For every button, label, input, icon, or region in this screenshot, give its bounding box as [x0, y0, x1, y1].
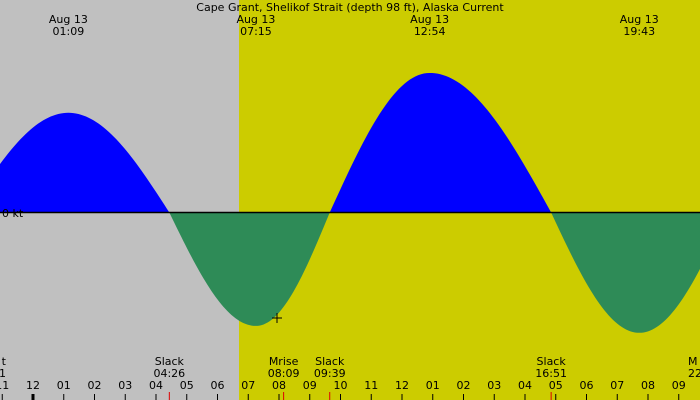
current-lobe — [551, 212, 700, 333]
x-tick-label: 04 — [149, 379, 163, 392]
x-tick-label: 11 — [364, 379, 378, 392]
current-lobe — [0, 112, 170, 213]
x-tick-label: 06 — [580, 379, 594, 392]
x-tick-label: 08 — [641, 379, 655, 392]
event-time: 16:51 — [535, 367, 567, 380]
edge-label-name: t — [2, 355, 7, 368]
x-tick-label: 09 — [303, 379, 317, 392]
x-tick-label: 01 — [426, 379, 440, 392]
x-tick-label: 09 — [672, 379, 686, 392]
extreme-date: Aug 13 — [410, 13, 449, 26]
extreme-time: 01:09 — [53, 25, 85, 38]
event-time: 09:39 — [314, 367, 346, 380]
x-tick-label: 07 — [610, 379, 624, 392]
x-tick-label: 01 — [57, 379, 71, 392]
event-name: Slack — [155, 355, 185, 368]
extreme-time: 07:15 — [240, 25, 272, 38]
cursor-marker — [272, 313, 282, 323]
x-tick-label: 06 — [211, 379, 225, 392]
x-tick-label: 12 — [395, 379, 409, 392]
x-tick-label: 04 — [518, 379, 532, 392]
zero-label: 0 kt — [2, 207, 24, 220]
extreme-date: Aug 13 — [236, 13, 275, 26]
x-tick-label: 07 — [241, 379, 255, 392]
x-tick-label: 05 — [180, 379, 194, 392]
current-lobe — [329, 72, 552, 213]
current-lobe — [169, 212, 330, 326]
event-name: Slack — [315, 355, 345, 368]
x-tick-label: 11 — [0, 379, 9, 392]
x-tick-label: 08 — [272, 379, 286, 392]
extreme-time: 19:43 — [623, 25, 655, 38]
chart-title: Cape Grant, Shelikof Strait (depth 98 ft… — [196, 1, 504, 14]
x-tick-label: 02 — [88, 379, 102, 392]
x-tick-label: 10 — [334, 379, 348, 392]
event-name: Slack — [537, 355, 567, 368]
x-tick-label: 05 — [549, 379, 563, 392]
extreme-date: Aug 13 — [49, 13, 88, 26]
extreme-date: Aug 13 — [620, 13, 659, 26]
edge-label-name: M — [688, 355, 698, 368]
plot — [0, 72, 700, 333]
x-tick-label: 02 — [457, 379, 471, 392]
event-time: 08:09 — [268, 367, 300, 380]
edge-label-time: 1 — [0, 367, 6, 380]
extreme-time: 12:54 — [414, 25, 446, 38]
event-time: 04:26 — [153, 367, 185, 380]
edge-label-time: 22 — [688, 367, 700, 380]
x-tick-label: 12 — [26, 379, 40, 392]
x-tick-label: 03 — [118, 379, 132, 392]
event-name: Mrise — [269, 355, 299, 368]
x-tick-label: 03 — [487, 379, 501, 392]
